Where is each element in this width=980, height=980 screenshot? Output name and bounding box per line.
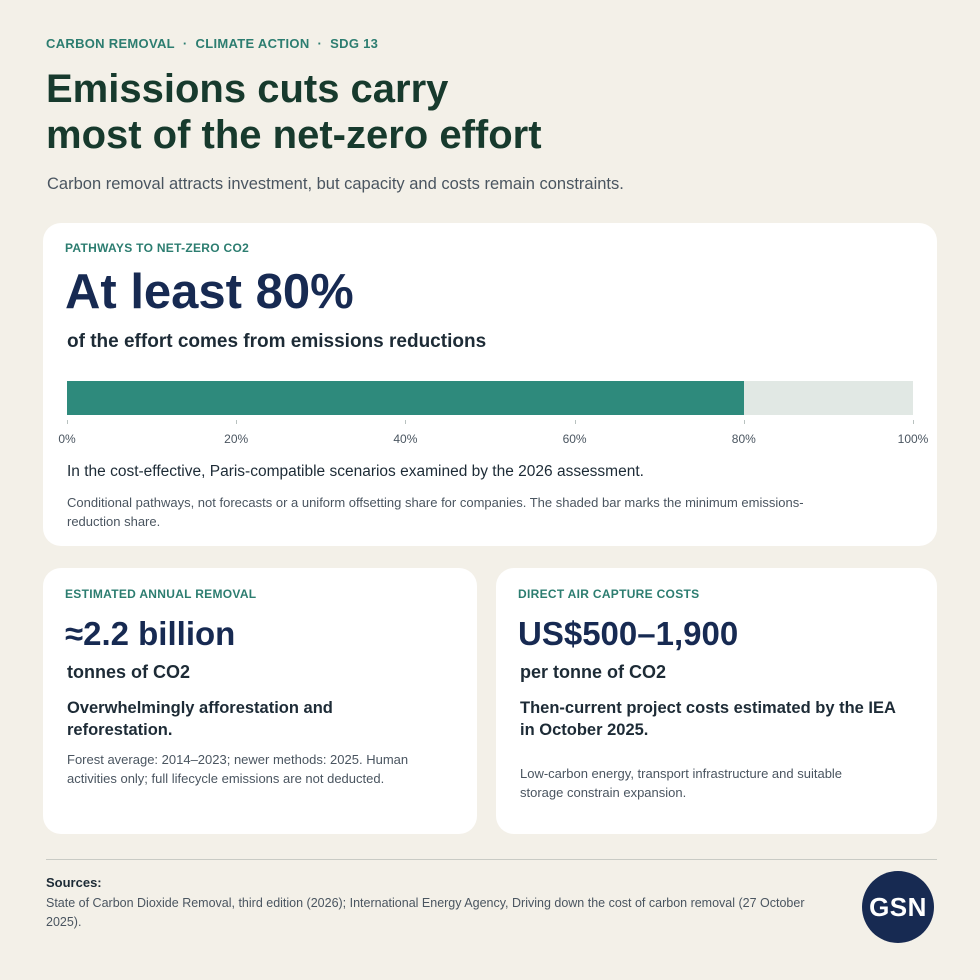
page-title: Emissions cuts carry most of the net-zer… [46,66,806,158]
topic-kicker: CARBON REMOVAL · CLIMATE ACTION · SDG 13 [46,36,378,51]
axis-tick-label: 40% [393,432,418,446]
reduction-share-bar [67,381,913,415]
reduction-share-fill [67,381,744,415]
sources-text: State of Carbon Dioxide Removal, third e… [46,896,805,929]
scenario-context: In the cost-effective, Paris-compatible … [67,463,644,480]
kicker-separator: · [317,36,323,51]
axis-tick [67,420,68,424]
annual-removal-card: ESTIMATED ANNUAL REMOVAL ≈2.2 billion to… [43,568,477,834]
card-label: DIRECT AIR CAPTURE COSTS [518,587,700,601]
removal-footnote: Forest average: 2014–2023; newer methods… [67,752,409,786]
kicker-item-carbon-removal: CARBON REMOVAL [46,36,175,51]
pathways-footnote: Conditional pathways, not forecasts or a… [67,495,804,529]
cost-unit: per tonne of CO2 [520,662,667,682]
card-label: ESTIMATED ANNUAL REMOVAL [65,587,257,601]
axis-tick [236,420,238,424]
axis-tick-label: 20% [224,432,249,446]
removal-unit: tonnes of CO2 [67,662,191,682]
kicker-item-climate-action: CLIMATE ACTION [195,36,310,51]
dac-costs-card: DIRECT AIR CAPTURE COSTS US$500–1,900 pe… [496,568,937,834]
axis-tick-label: 0% [58,432,76,446]
axis-tick [913,420,914,424]
axis-tick-label: 100% [897,432,929,446]
net-zero-pathways-card: PATHWAYS TO NET-ZERO CO2 At least 80% of… [43,223,937,546]
axis-tick [574,420,576,424]
axis-tick [405,420,407,424]
axis-tick [743,420,745,424]
subtitle: Carbon removal attracts investment, but … [47,175,624,193]
headline-stat: At least 80% [65,265,354,319]
axis-tick-label: 80% [731,432,756,446]
stat-description: of the effort comes from emissions reduc… [67,331,487,352]
card-label: PATHWAYS TO NET-ZERO CO2 [65,241,250,255]
title-line-2: most of the net-zero effort [46,113,542,157]
cost-footnote: Low-carbon energy, transport infrastruct… [520,766,843,800]
sources-heading: Sources: [46,875,102,890]
kicker-separator: · [182,36,188,51]
title-line-1: Emissions cuts carry [46,67,449,111]
removal-stat: ≈2.2 billion [65,615,236,652]
footer-divider [46,859,937,860]
axis-tick-label: 60% [562,432,587,446]
gsn-logo: GSN [862,871,934,943]
removal-summary: Overwhelmingly afforestation and refores… [67,699,333,739]
cost-stat: US$500–1,900 [518,615,739,652]
logo-text: GSN [869,891,927,922]
kicker-item-sdg: SDG 13 [330,36,379,51]
cost-summary: Then-current project costs estimated by … [520,699,896,739]
